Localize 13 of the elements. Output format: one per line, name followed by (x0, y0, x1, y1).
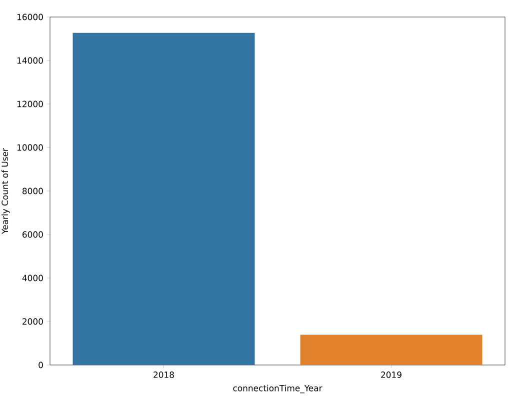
y-tick-label: 12000 (17, 100, 43, 108)
y-tick-label: 16000 (17, 14, 43, 20)
x-tick-label: 2018 (154, 372, 174, 378)
y-tick-label: 0 (38, 362, 43, 368)
x-axis-title: connectionTime_Year (233, 384, 322, 394)
y-tick-label: 8000 (22, 188, 43, 194)
y-tick-label: 14000 (17, 57, 43, 64)
y-tick-label: 4000 (22, 274, 43, 282)
y-tick-label: 10000 (17, 144, 43, 151)
x-tick-label: 2019 (381, 372, 402, 378)
y-tick-label: 6000 (22, 231, 43, 238)
y-axis-title: Yearly Count of User (2, 148, 10, 234)
y-tick-label: 2000 (22, 318, 43, 325)
